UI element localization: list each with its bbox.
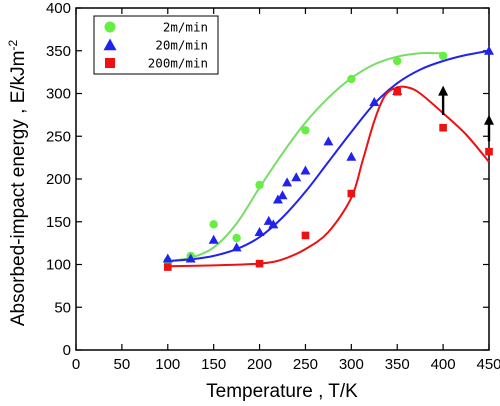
point-triangle [185, 253, 196, 263]
y-tick-label: 150 [46, 214, 71, 231]
y-axis-title-superscript: -2 [6, 40, 20, 51]
point-square [393, 87, 402, 96]
legend-label: 200m/min [148, 56, 208, 71]
y-tick-label: 0 [63, 342, 71, 359]
point-triangle [369, 97, 380, 107]
point-square [347, 189, 356, 198]
point-triangle [263, 215, 274, 225]
point-triangle [277, 190, 288, 200]
tick-labels: 0 50 100 150 200 250 300 350 400 450 0 50 100 150 200 2… [46, 0, 500, 373]
point-square [163, 263, 172, 271]
x-tick-label: 50 [114, 356, 131, 373]
fit-curve-circle [167, 52, 444, 263]
x-tick-label: 400 [431, 356, 456, 373]
x-tick-label: 250 [293, 356, 318, 373]
point-square [255, 259, 264, 268]
fit-curve-square [167, 85, 490, 268]
x-tick-label: 200 [247, 356, 272, 373]
point-triangle [208, 234, 219, 244]
point-triangle [268, 219, 279, 229]
point-triangle [254, 227, 265, 237]
y-axis-title: Absorbed-impact energy , E/kJm-2 [6, 40, 29, 327]
y-tick-label: 50 [54, 299, 71, 316]
x-tick-label: 300 [339, 356, 364, 373]
data-points [162, 45, 494, 271]
point-circle [232, 233, 241, 243]
legend-marker-circle [104, 21, 116, 33]
point-circle [438, 51, 448, 61]
axis-ticks [75, 7, 490, 351]
x-tick-label: 150 [201, 356, 226, 373]
point-circle [209, 220, 218, 229]
x-tick-label: 450 [476, 356, 500, 373]
x-tick-label: 0 [72, 356, 80, 373]
up-arrow-head [438, 85, 449, 96]
point-circle [347, 74, 356, 84]
legend-marker-triangle [103, 38, 117, 51]
point-triangle [291, 172, 302, 182]
point-triangle [231, 242, 242, 252]
point-triangle [484, 45, 494, 55]
point-square [301, 231, 310, 240]
y-tick-label: 250 [46, 128, 71, 145]
up-arrow-head [484, 114, 494, 125]
point-triangle [323, 136, 334, 146]
y-tick-label: 200 [46, 171, 71, 188]
legend-label: 20m/min [155, 38, 208, 53]
x-axis-title: Temperature , T/K [206, 381, 358, 402]
point-triangle [346, 151, 357, 161]
x-tick-label: 350 [385, 356, 410, 373]
fit-curves [167, 49, 490, 268]
point-square [485, 147, 493, 156]
point-square [439, 123, 447, 132]
point-circle [255, 180, 264, 190]
y-tick-label: 350 [46, 43, 71, 60]
point-circle [301, 126, 310, 135]
y-tick-label: 100 [46, 257, 71, 274]
y-axis-title-main: Absorbed-impact energy , E/kJm [8, 51, 29, 327]
point-triangle [300, 165, 311, 175]
point-circle [393, 56, 402, 66]
fit-curve-triangle [167, 49, 490, 263]
point-triangle [282, 177, 293, 187]
y-tick-label: 400 [46, 0, 71, 17]
y-tick-label: 300 [46, 86, 71, 103]
point-triangle [162, 253, 173, 263]
arrows [438, 85, 494, 142]
legend-label: 2m/min [163, 20, 208, 35]
x-tick-label: 100 [155, 356, 180, 373]
legend-marker-square [105, 58, 115, 68]
legend: 2m/min 20m/min 200m/min [93, 15, 219, 75]
